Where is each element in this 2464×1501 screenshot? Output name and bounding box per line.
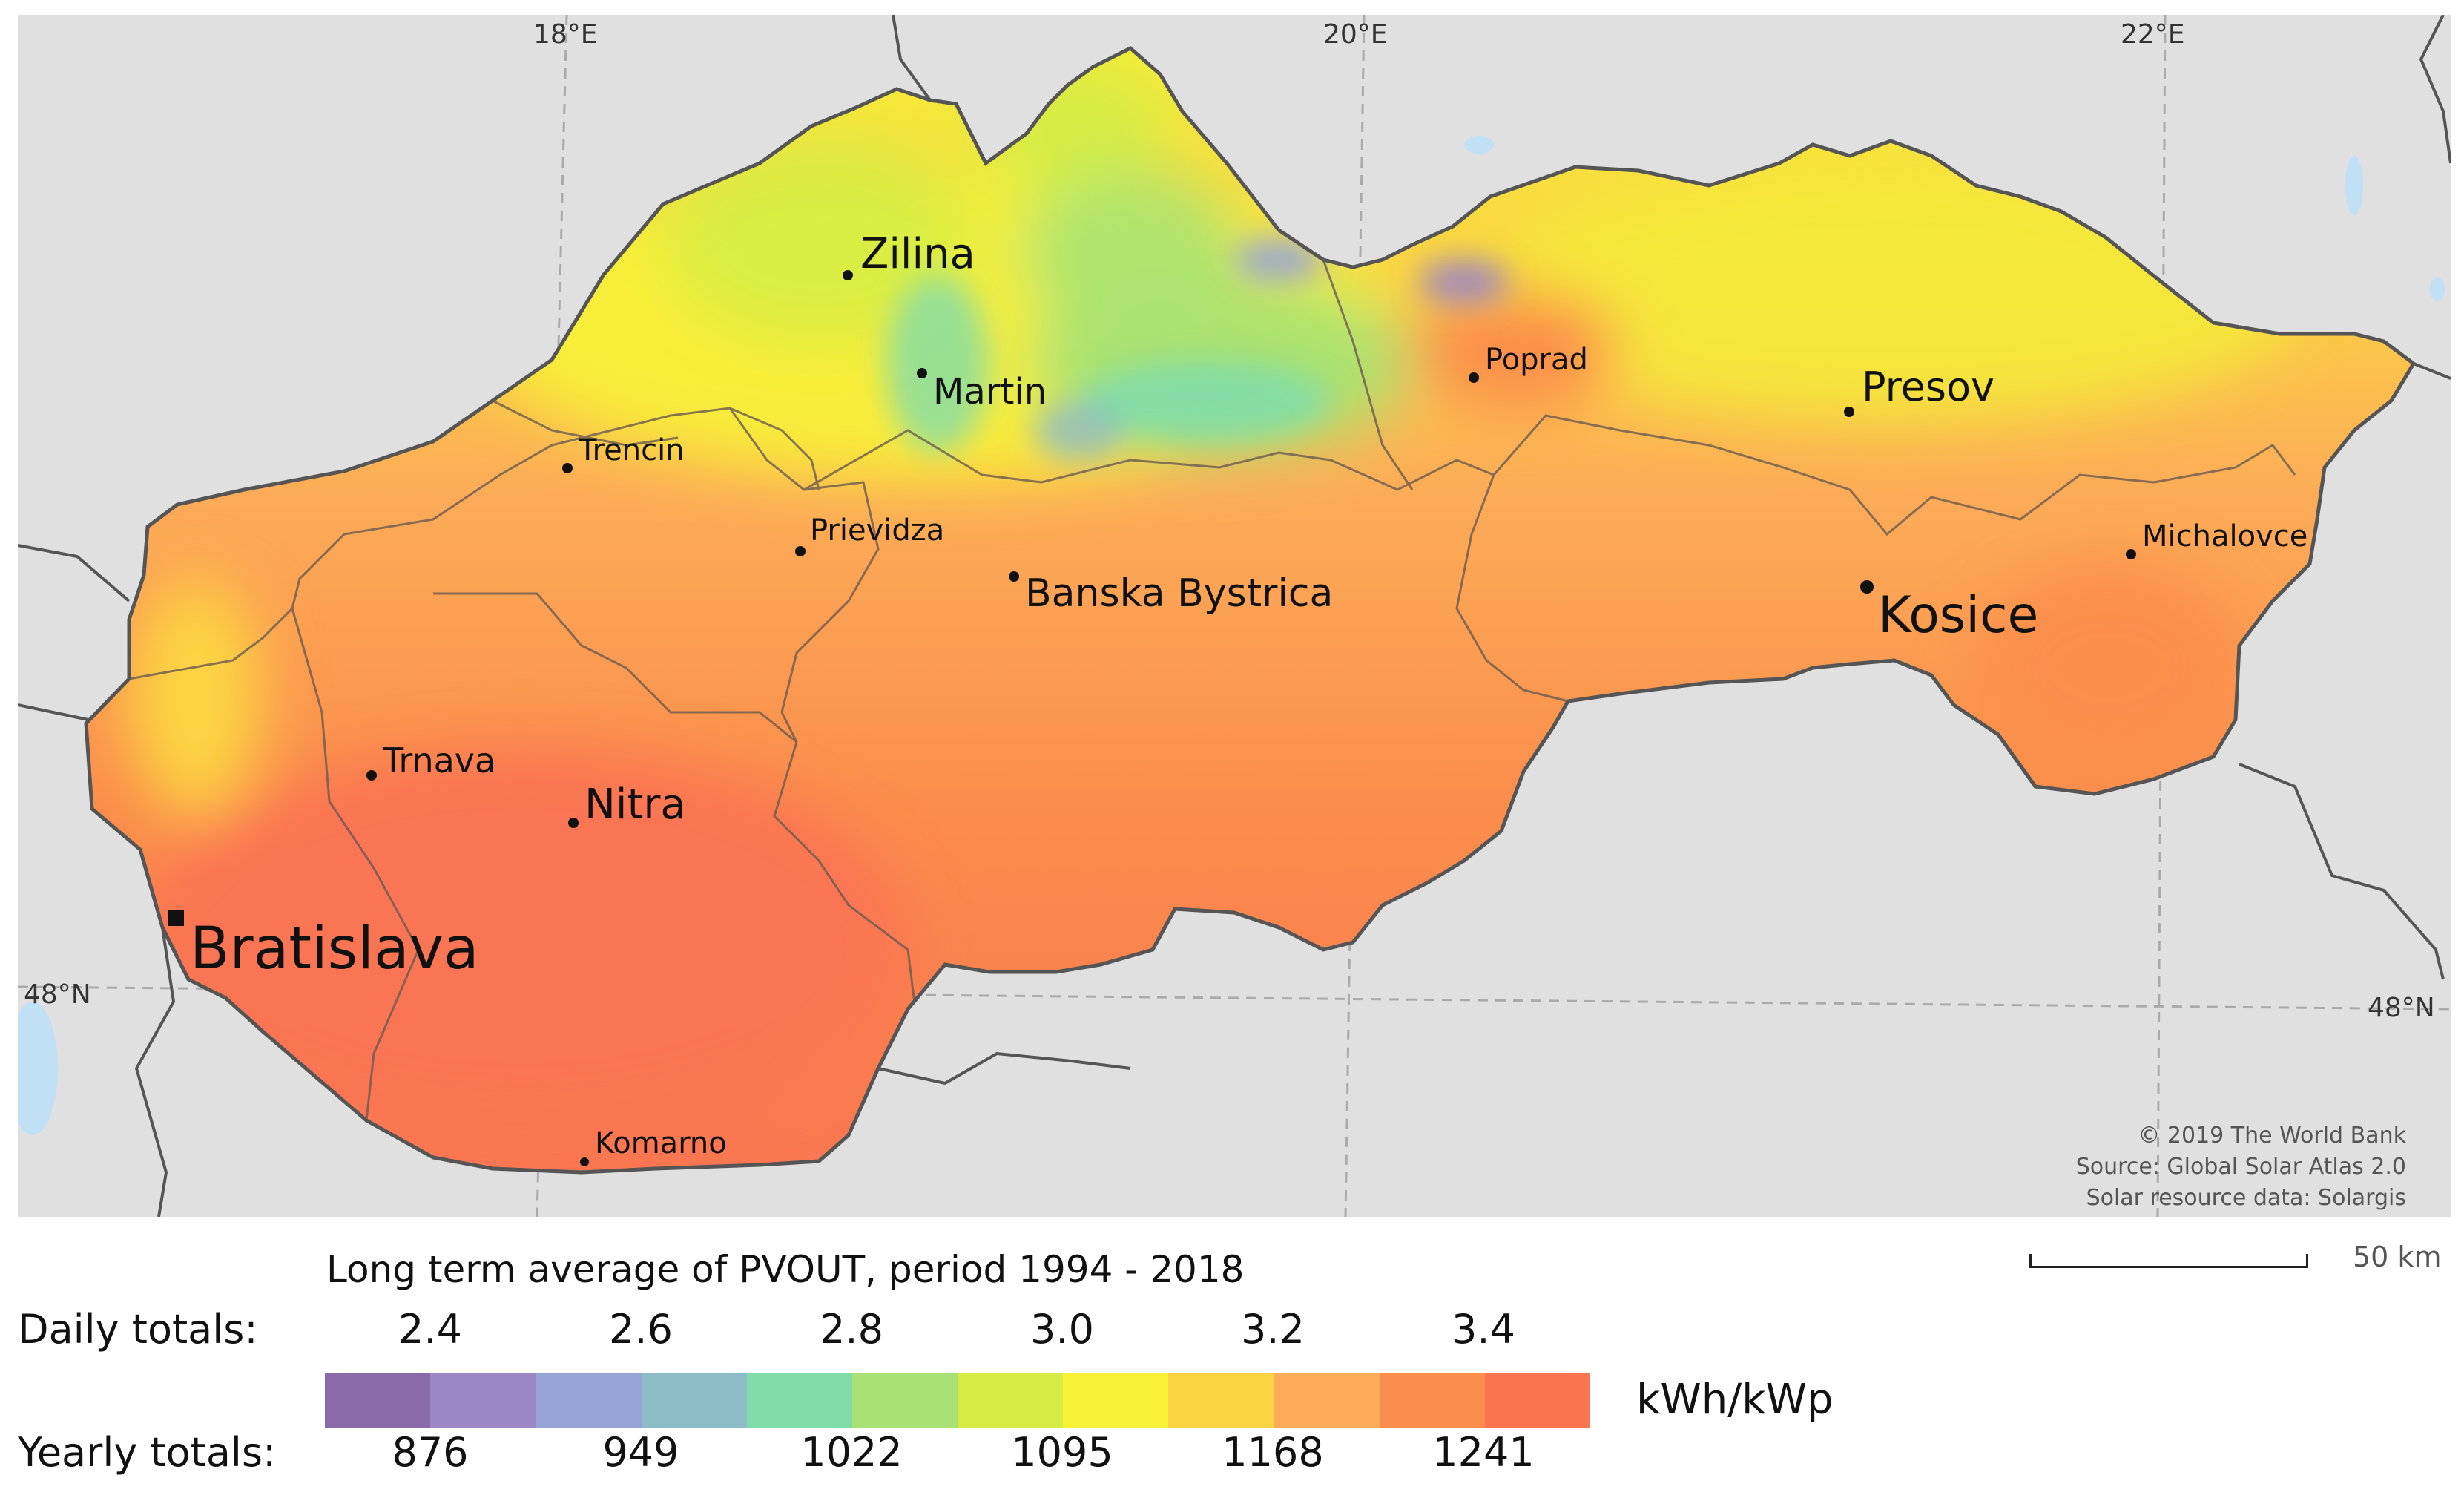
city-marker-nitra[interactable] bbox=[568, 818, 579, 828]
yearly-tick: 1095 bbox=[1011, 1429, 1113, 1476]
daily-tick: 3.2 bbox=[1241, 1306, 1305, 1353]
city-marker-zilina[interactable] bbox=[843, 270, 853, 280]
ramp-segment bbox=[1379, 1373, 1485, 1428]
city-marker-poprad[interactable] bbox=[1469, 372, 1479, 383]
daily-tick: 3.4 bbox=[1452, 1306, 1515, 1353]
latitude-label-left: 48°N bbox=[24, 979, 91, 1010]
ramp-segment bbox=[746, 1373, 852, 1428]
legend-title: Long term average of PVOUT, period 1994 … bbox=[326, 1248, 1245, 1291]
ramp-segment bbox=[1274, 1373, 1380, 1428]
city-label-prievidza: Prievidza bbox=[810, 513, 945, 548]
map-canvas bbox=[18, 15, 2451, 1217]
ramp-segment bbox=[1168, 1373, 1274, 1428]
ramp-segment bbox=[536, 1373, 642, 1428]
city-marker-michalovce[interactable] bbox=[2126, 549, 2136, 559]
daily-tick: 2.4 bbox=[398, 1306, 462, 1353]
city-marker-presov[interactable] bbox=[1844, 407, 1854, 417]
ramp-segment bbox=[958, 1373, 1064, 1428]
yearly-totals-label: Yearly totals: bbox=[18, 1429, 277, 1476]
ramp-segment bbox=[641, 1373, 747, 1428]
city-label-martin: Martin bbox=[933, 371, 1047, 413]
city-label-presov: Presov bbox=[1862, 364, 1994, 410]
credit-line: Source: Global Solar Atlas 2.0 bbox=[2075, 1154, 2406, 1180]
city-marker-banska-bystrica[interactable] bbox=[1009, 571, 1019, 582]
scale-label: 50 km bbox=[2353, 1241, 2442, 1273]
yearly-tick: 1022 bbox=[800, 1429, 903, 1476]
latitude-label-right: 48°N bbox=[2368, 993, 2435, 1023]
city-marker-kosice[interactable] bbox=[1860, 580, 1874, 594]
credit-line: Solar resource data: Solargis bbox=[2086, 1185, 2406, 1211]
city-label-nitra: Nitra bbox=[584, 781, 686, 829]
city-label-trencin: Trencin bbox=[579, 433, 685, 467]
yearly-tick: 876 bbox=[392, 1429, 469, 1476]
city-marker-komarno[interactable] bbox=[580, 1157, 589, 1166]
city-label-bratislava: Bratislava bbox=[190, 916, 479, 982]
ramp-segment bbox=[1063, 1373, 1169, 1428]
city-label-kosice: Kosice bbox=[1878, 586, 2039, 645]
daily-tick: 2.6 bbox=[609, 1306, 673, 1353]
city-label-trnava: Trnava bbox=[383, 740, 496, 781]
city-marker-martin[interactable] bbox=[917, 368, 927, 378]
city-label-poprad: Poprad bbox=[1485, 343, 1588, 377]
daily-tick: 2.8 bbox=[820, 1306, 883, 1353]
longitude-label-18e: 18°E bbox=[533, 19, 598, 50]
yearly-tick: 1241 bbox=[1432, 1429, 1535, 1476]
daily-totals-label: Daily totals: bbox=[18, 1306, 258, 1353]
city-marker-trencin[interactable] bbox=[562, 463, 573, 473]
legend-unit: kWh/kWp bbox=[1636, 1376, 1834, 1424]
ramp-segment bbox=[430, 1373, 536, 1428]
ramp-segment bbox=[851, 1373, 958, 1428]
map-panel[interactable]: 18°E 20°E 22°E 48°N 48°N Zilina Martin P… bbox=[18, 15, 2451, 1217]
city-marker-prievidza[interactable] bbox=[795, 546, 806, 556]
yearly-tick: 1168 bbox=[1222, 1429, 1324, 1476]
region-borders bbox=[128, 259, 2296, 1121]
yearly-tick: 949 bbox=[602, 1429, 679, 1476]
longitude-label-22e: 22°E bbox=[2121, 19, 2185, 50]
ramp-segment bbox=[1484, 1373, 1591, 1428]
city-label-michalovce: Michalovce bbox=[2142, 519, 2308, 554]
neighbour-borders bbox=[18, 15, 2451, 1217]
city-marker-trnava[interactable] bbox=[366, 770, 377, 781]
credit-line: © 2019 The World Bank bbox=[2138, 1123, 2406, 1149]
city-label-banska-bystrica: Banska Bystrica bbox=[1025, 571, 1334, 616]
map-credits: © 2019 The World Bank Source: Global Sol… bbox=[2076, 1120, 2406, 1214]
color-ramp bbox=[325, 1373, 1591, 1428]
city-label-zilina: Zilina bbox=[860, 230, 975, 278]
ramp-segment bbox=[325, 1373, 431, 1428]
capital-marker-bratislava[interactable] bbox=[168, 910, 184, 926]
daily-tick: 3.0 bbox=[1030, 1306, 1094, 1353]
longitude-label-20e: 20°E bbox=[1323, 19, 1388, 50]
city-label-komarno: Komarno bbox=[595, 1126, 727, 1160]
scale-bar bbox=[2029, 1254, 2308, 1268]
